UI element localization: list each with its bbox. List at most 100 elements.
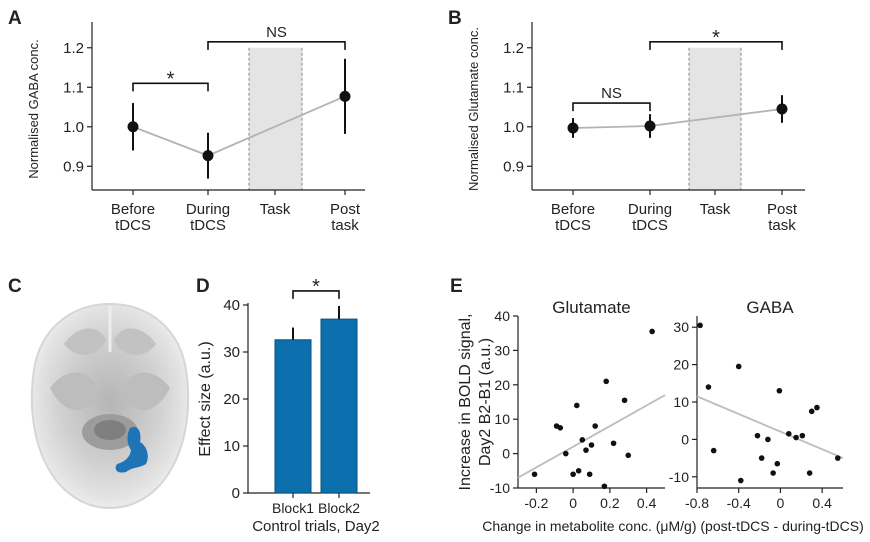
scatter-point bbox=[814, 404, 820, 411]
scatter-title: GABA bbox=[746, 298, 794, 317]
panel-letter-b: B bbox=[448, 8, 462, 29]
panel-letter-e: E bbox=[450, 276, 463, 297]
x-tick-label: tDCS bbox=[190, 217, 226, 234]
scatter-point bbox=[705, 384, 712, 390]
y-axis-label: Day2 B2-B1 (a.u.) bbox=[477, 338, 494, 466]
scatter-point bbox=[586, 471, 593, 478]
panel-e-glutamate-scatter: -10 0 10 20 30 40 -0.2 0 0.2 0.4 Glutamate Increase… bbox=[457, 298, 666, 511]
data-point bbox=[776, 103, 788, 115]
scatter-point bbox=[735, 363, 742, 370]
significance-bracket bbox=[132, 82, 209, 92]
data-point bbox=[644, 120, 656, 132]
shared-x-axis-label: Change in metabolite conc. (μM/g) (post-… bbox=[482, 518, 864, 534]
panel-letter-d: D bbox=[196, 276, 210, 297]
x-tick-label: Post bbox=[767, 201, 798, 218]
scatter-point bbox=[738, 477, 744, 484]
y-tick-label: 0 bbox=[502, 446, 510, 462]
scatter-point bbox=[610, 440, 617, 447]
brain-frontal-left bbox=[64, 328, 106, 356]
x-tick-label: -0.4 bbox=[727, 495, 751, 511]
x-tick-label: During bbox=[186, 201, 230, 218]
y-tick-label: 20 bbox=[673, 357, 689, 373]
data-point bbox=[567, 122, 579, 134]
scatter-point bbox=[770, 470, 776, 476]
panel-c-brain-image bbox=[22, 296, 198, 512]
y-tick-label: 1.2 bbox=[503, 40, 524, 57]
x-tick-label: tDCS bbox=[115, 217, 151, 234]
x-tick-label: Task bbox=[700, 201, 731, 218]
series-line bbox=[132, 95, 346, 157]
y-tick-label: 0 bbox=[681, 431, 689, 447]
brain-activation-blob bbox=[115, 426, 148, 473]
scatter-point bbox=[557, 425, 564, 431]
brain-vermis bbox=[94, 420, 126, 440]
regression-line bbox=[696, 395, 844, 459]
data-point bbox=[127, 121, 139, 133]
brain-temporal-left bbox=[50, 372, 98, 411]
scatter-point bbox=[765, 436, 771, 443]
significance-label: NS bbox=[601, 85, 622, 102]
regression-line bbox=[517, 394, 666, 479]
y-tick-label: 1.0 bbox=[503, 119, 524, 136]
y-tick-label: 0.9 bbox=[63, 158, 84, 175]
scatter-point bbox=[562, 450, 569, 457]
x-tick-label: Before bbox=[111, 201, 155, 218]
brain-outline bbox=[30, 302, 190, 510]
significance-bracket bbox=[572, 102, 651, 112]
scatter-point bbox=[834, 455, 841, 461]
significance-label: * bbox=[167, 68, 175, 90]
y-tick-label: 10 bbox=[494, 411, 510, 427]
x-tick-label: -0.8 bbox=[685, 495, 709, 511]
scatter-point bbox=[697, 322, 703, 329]
scatter-point bbox=[808, 408, 815, 415]
significance-label: NS bbox=[266, 24, 287, 41]
scatter-point bbox=[625, 452, 632, 459]
scatter-point bbox=[710, 447, 717, 454]
task-band bbox=[689, 47, 741, 190]
scatter-point bbox=[579, 437, 586, 443]
scatter-point bbox=[799, 432, 806, 439]
scatter-point bbox=[601, 483, 608, 490]
x-tick-label: task bbox=[331, 217, 359, 234]
x-tick-label: Task bbox=[260, 201, 291, 218]
x-tick-label: Before bbox=[551, 201, 595, 218]
brain-frontal-right bbox=[114, 328, 156, 356]
bar bbox=[274, 339, 312, 494]
x-tick-label: Post bbox=[330, 201, 361, 218]
scatter-point bbox=[588, 442, 595, 448]
significance-bracket bbox=[649, 41, 783, 50]
scatter-point bbox=[793, 434, 799, 441]
x-tick-label: -0.2 bbox=[524, 495, 548, 511]
scatter-point bbox=[574, 402, 580, 409]
x-tick-label: tDCS bbox=[555, 217, 591, 234]
x-tick-label: 0.4 bbox=[637, 495, 657, 511]
scatter-title: Glutamate bbox=[552, 298, 630, 317]
y-axis-label: Normalised GABA conc. bbox=[26, 39, 41, 178]
y-tick-label: 40 bbox=[223, 297, 240, 314]
significance-label: * bbox=[312, 276, 320, 298]
y-tick-label: 0 bbox=[232, 485, 240, 502]
data-point bbox=[202, 150, 214, 162]
scatter-point bbox=[570, 471, 576, 478]
scatter-point bbox=[785, 430, 792, 437]
significance-bracket bbox=[207, 41, 346, 50]
x-tick-label: 0 bbox=[569, 495, 577, 511]
y-tick-label: 20 bbox=[494, 377, 510, 393]
y-axis-label: Effect size (a.u.) bbox=[197, 341, 214, 456]
y-tick-label: 30 bbox=[673, 319, 689, 335]
scatter-point bbox=[754, 432, 761, 439]
x-axis-label: Control trials, Day2 bbox=[252, 518, 380, 535]
panel-d-effect-size-chart: 0 10 20 30 40 Block1 Block2 Control trials, Day… bbox=[197, 276, 380, 535]
y-tick-label: 10 bbox=[223, 438, 240, 455]
y-tick-label: -10 bbox=[669, 469, 689, 485]
y-tick-label: 1.0 bbox=[63, 119, 84, 136]
panel-letter-a: A bbox=[8, 8, 22, 29]
y-tick-label: 10 bbox=[673, 394, 689, 410]
x-tick-label: Block1 bbox=[272, 500, 314, 516]
scatter-point bbox=[758, 455, 765, 461]
bar bbox=[320, 318, 358, 494]
scatter-point bbox=[575, 468, 582, 474]
